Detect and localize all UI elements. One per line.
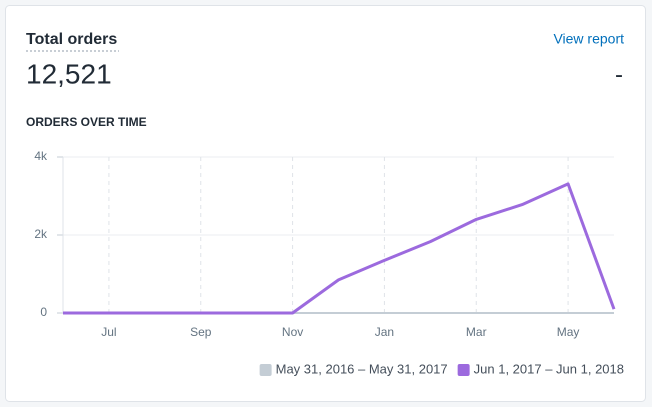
chart-subtitle: ORDERS OVER TIME [26,115,147,129]
y-tick-label: 0 [40,305,47,319]
card [5,5,646,402]
view-report-link[interactable]: View report [553,31,624,47]
x-tick-label: Mar [466,325,487,339]
x-tick-label: Sep [190,325,212,339]
total-value: 12,521 [26,58,112,89]
legend-label: May 31, 2016 – May 31, 2017 [276,361,448,376]
comparison: - [615,61,623,88]
legend-swatch [259,364,272,376]
x-tick-label: Jan [375,325,394,339]
x-tick-label: May [557,325,580,339]
legend-label: Jun 1, 2017 – Jun 1, 2018 [474,361,624,376]
card-title[interactable]: Total orders [26,31,117,48]
x-tick-label: Nov [282,325,303,339]
y-tick-label: 4k [34,149,48,163]
x-tick-label: Jul [101,325,116,339]
y-tick-label: 2k [34,227,48,241]
legend-swatch [457,364,470,376]
series-line [63,182,616,315]
